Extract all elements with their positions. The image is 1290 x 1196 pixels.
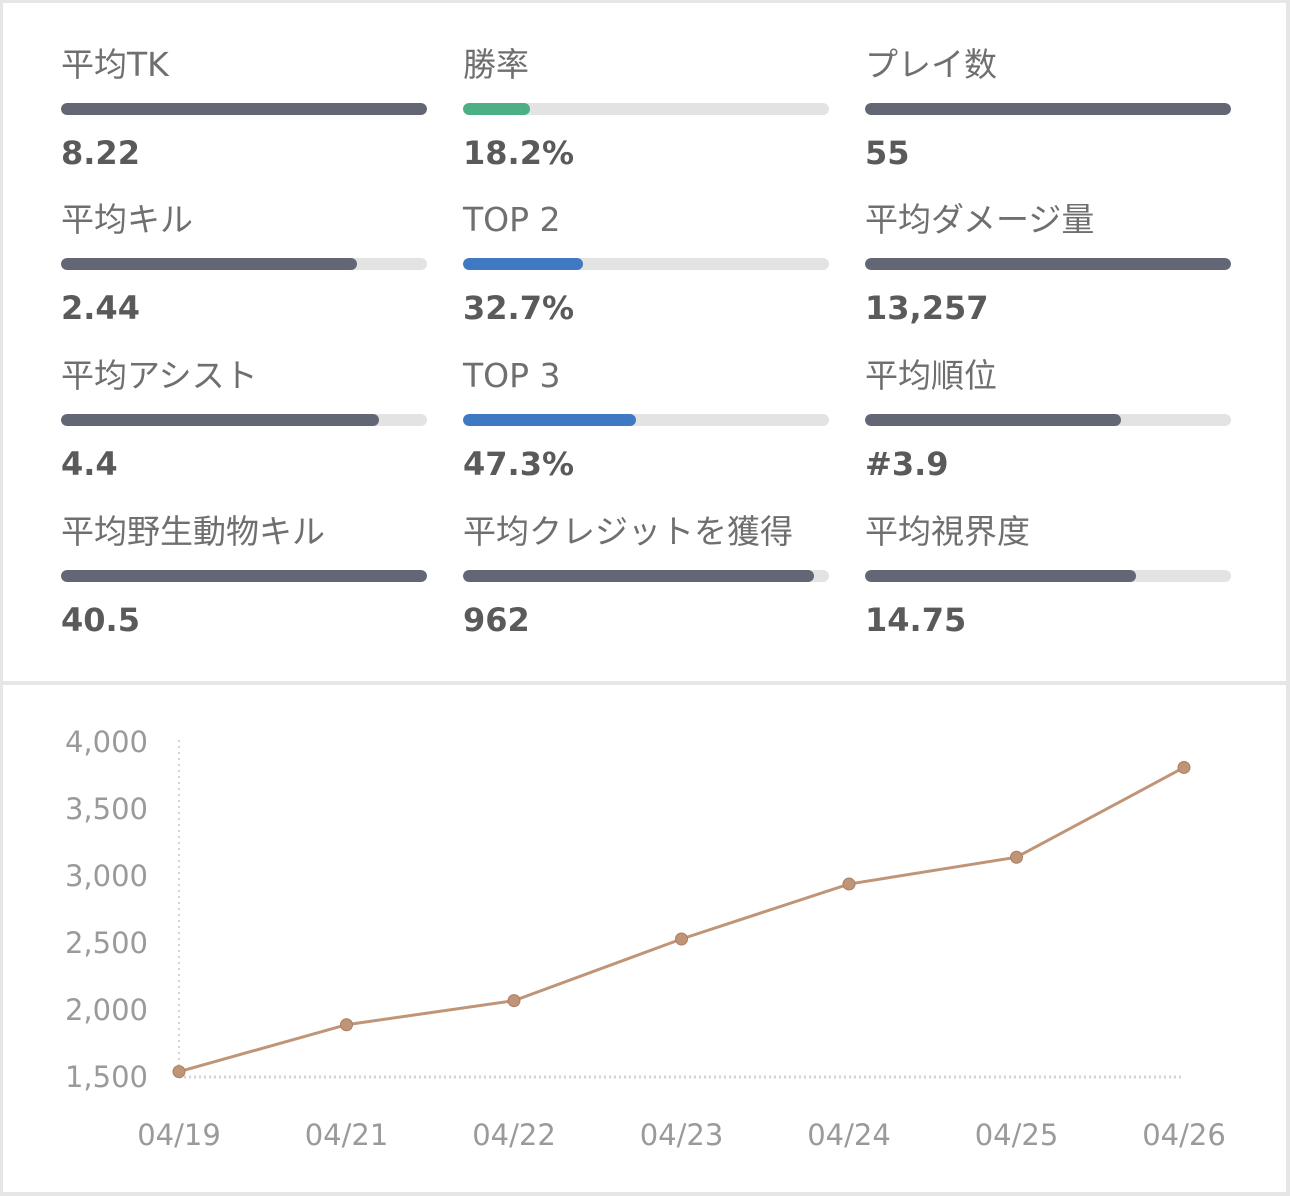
stat-progress-bar bbox=[463, 103, 829, 115]
stat-progress-fill bbox=[463, 414, 637, 426]
y-tick-label: 2,000 bbox=[65, 993, 148, 1027]
stat-item-10: 平均野生動物キル 40.5 bbox=[61, 470, 427, 639]
stat-label: 平均アシスト bbox=[61, 356, 258, 395]
data-point bbox=[1010, 850, 1023, 864]
stat-item-6: 平均ダメージ量 13,257 bbox=[865, 158, 1231, 327]
y-tick-label: 2,500 bbox=[65, 926, 148, 960]
data-point bbox=[340, 1018, 353, 1032]
stat-item-1: 平均TK 8.22 bbox=[61, 3, 427, 172]
stat-value: 55 bbox=[865, 134, 910, 172]
stat-item-11: 平均クレジットを獲得 962 bbox=[463, 470, 829, 639]
stat-item-4: 平均キル 2.44 bbox=[61, 158, 427, 327]
stat-value: 47.3% bbox=[463, 445, 575, 483]
stat-progress-bar bbox=[463, 258, 829, 270]
stat-label: 平均ダメージ量 bbox=[865, 200, 1095, 239]
stat-item-2: 勝率 18.2% bbox=[463, 3, 829, 172]
stat-progress-fill bbox=[865, 414, 1122, 426]
stat-label: 平均視界度 bbox=[865, 512, 1030, 551]
y-tick-label: 3,000 bbox=[65, 859, 148, 893]
stat-value: 8.22 bbox=[61, 134, 140, 172]
stats-card: 平均TK 8.22 勝率 18.2% プレイ数 55 平均キル 2.44 TOP 2 32.7% 平… bbox=[3, 3, 1286, 681]
stat-progress-fill bbox=[463, 103, 530, 115]
stat-progress-fill bbox=[61, 570, 427, 582]
data-point bbox=[172, 1065, 186, 1079]
stat-progress-fill bbox=[61, 103, 427, 115]
stat-item-3: プレイ数 55 bbox=[865, 3, 1231, 172]
x-tick-label: 04/23 bbox=[640, 1118, 724, 1152]
x-tick-label: 04/25 bbox=[975, 1118, 1059, 1152]
stat-progress-fill bbox=[865, 570, 1136, 582]
data-point bbox=[842, 877, 856, 891]
stat-value: 962 bbox=[463, 601, 530, 639]
stat-label: TOP 2 bbox=[463, 200, 561, 239]
stat-value: 14.75 bbox=[865, 601, 967, 639]
stat-value: 2.44 bbox=[61, 289, 140, 327]
stat-progress-bar bbox=[865, 570, 1231, 582]
y-tick-label: 1,500 bbox=[65, 1060, 148, 1094]
stat-progress-bar bbox=[61, 570, 427, 582]
stat-progress-bar bbox=[865, 414, 1231, 426]
x-tick-label: 04/22 bbox=[472, 1118, 556, 1152]
stat-label: 平均クレジットを獲得 bbox=[463, 512, 793, 551]
stat-item-8: TOP 3 47.3% bbox=[463, 314, 829, 483]
stat-label: 平均TK bbox=[61, 45, 169, 84]
trend-line-chart: 1,500 2,000 2,500 3,000 3,500 4,000 04/19 04/21… bbox=[65, 725, 1226, 1152]
stat-progress-bar bbox=[463, 414, 829, 426]
stat-value: 40.5 bbox=[61, 601, 140, 639]
stat-item-9: 平均順位 #3.9 bbox=[865, 314, 1231, 483]
series-line bbox=[178, 766, 1185, 1074]
stat-value: 18.2% bbox=[463, 134, 575, 172]
stat-item-5: TOP 2 32.7% bbox=[463, 158, 829, 327]
data-point bbox=[675, 932, 688, 946]
stat-progress-fill bbox=[865, 258, 1231, 270]
stat-progress-fill bbox=[463, 570, 815, 582]
data-point bbox=[1177, 760, 1191, 774]
stat-label: 勝率 bbox=[463, 45, 529, 84]
x-tick-label: 04/21 bbox=[305, 1118, 389, 1152]
trend-chart-card: 1,500 2,000 2,500 3,000 3,500 4,000 04/19 04/21… bbox=[3, 685, 1286, 1192]
stat-progress-bar bbox=[463, 570, 829, 582]
x-tick-label: 04/26 bbox=[1142, 1118, 1226, 1152]
stat-value: 4.4 bbox=[61, 445, 118, 483]
x-tick-label: 04/24 bbox=[807, 1118, 891, 1152]
stat-label: プレイ数 bbox=[865, 45, 997, 84]
stat-value: #3.9 bbox=[865, 445, 949, 483]
stat-label: 平均野生動物キル bbox=[61, 512, 325, 551]
stat-progress-bar bbox=[61, 258, 427, 270]
stat-item-12: 平均視界度 14.75 bbox=[865, 470, 1231, 639]
stat-progress-fill bbox=[865, 103, 1231, 115]
stat-item-7: 平均アシスト 4.4 bbox=[61, 314, 427, 483]
stat-label: TOP 3 bbox=[463, 356, 561, 395]
stat-progress-fill bbox=[61, 414, 380, 426]
stat-progress-bar bbox=[865, 103, 1231, 115]
stat-progress-fill bbox=[61, 258, 358, 270]
stat-progress-bar bbox=[865, 258, 1231, 270]
stat-label: 平均順位 bbox=[865, 356, 997, 395]
y-tick-label: 4,000 bbox=[65, 725, 148, 759]
stat-value: 32.7% bbox=[463, 289, 575, 327]
x-tick-label: 04/19 bbox=[137, 1118, 221, 1152]
y-tick-label: 3,500 bbox=[65, 792, 148, 826]
stat-value: 13,257 bbox=[865, 289, 989, 327]
stat-progress-fill bbox=[463, 258, 583, 270]
stat-progress-bar bbox=[61, 414, 427, 426]
stat-progress-bar bbox=[61, 103, 427, 115]
data-point bbox=[507, 994, 521, 1008]
stat-label: 平均キル bbox=[61, 200, 193, 239]
